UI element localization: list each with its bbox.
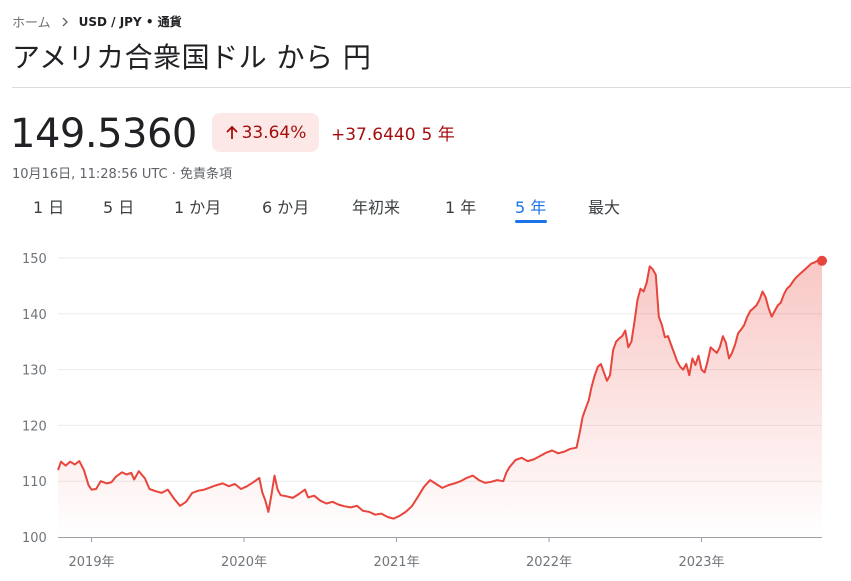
y-tick-label: 140 [22, 308, 47, 323]
change-period: 5 年 [421, 125, 455, 145]
x-tick-label: 2020年 [221, 555, 267, 570]
last-price-marker [817, 255, 827, 266]
tab-5-days[interactable]: 5 日 [103, 198, 135, 217]
current-price: 149.5360 [10, 111, 197, 157]
absolute-change: +37.6440 5 年 [331, 120, 455, 145]
breadcrumb-current: USD / JPY • 通貨 [78, 15, 182, 29]
page-title: アメリカ合衆国ドル から 円 [12, 41, 372, 74]
breadcrumb: ホーム USD / JPY • 通貨 [12, 12, 182, 31]
y-axis: 100 110 120 130 140 150 [22, 252, 47, 546]
divider [12, 87, 851, 88]
y-tick-label: 150 [22, 252, 47, 267]
price-line [57, 259, 822, 520]
x-tick-label: 2022年 [526, 555, 572, 570]
y-tick-label: 130 [22, 364, 47, 379]
tab-max[interactable]: 最大 [588, 198, 621, 217]
tab-ytd[interactable]: 年初来 [352, 198, 401, 217]
x-tick-label: 2019年 [69, 555, 115, 570]
percent-change-value: 33.64% [241, 122, 307, 143]
y-tick-label: 120 [22, 419, 47, 434]
x-tick-label: 2021年 [373, 555, 419, 570]
arrow-up-icon [225, 125, 239, 141]
y-tick-label: 100 [22, 531, 47, 546]
x-axis: 2019年 2020年 2021年 2022年 2023年 [69, 537, 725, 570]
x-tick-label: 2023年 [678, 555, 724, 570]
chevron-right-icon [59, 16, 71, 28]
tab-5-years[interactable]: 5 年 [515, 198, 547, 217]
y-tick-label: 110 [22, 475, 47, 490]
breadcrumb-home-link[interactable]: ホーム [12, 16, 51, 31]
absolute-change-value: +37.6440 [331, 125, 416, 145]
active-tab-indicator [515, 220, 547, 223]
tab-6-months[interactable]: 6 か月 [262, 198, 310, 217]
quote-timestamp[interactable]: 10月16日, 11:28:56 UTC · 免責条項 [12, 167, 233, 182]
tab-1-year[interactable]: 1 年 [445, 198, 477, 217]
percent-change-badge: 33.64% [212, 113, 319, 152]
tab-1-day[interactable]: 1 日 [33, 198, 65, 217]
price-area-fill [58, 260, 822, 537]
tab-1-month[interactable]: 1 か月 [174, 198, 222, 217]
